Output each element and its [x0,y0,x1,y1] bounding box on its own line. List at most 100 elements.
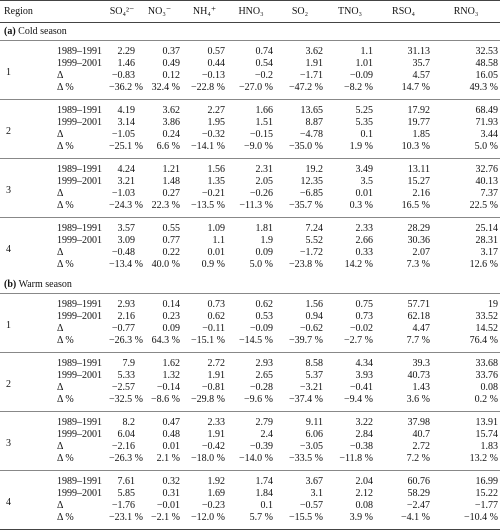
value-cell: 0.27 [162,188,181,199]
value-cell: 1.56 [182,158,228,176]
section-label: (a) [4,25,16,37]
period-cell: Δ % [57,394,74,405]
value-cell: 3.5 [360,176,374,187]
value-cell: 28.29 [375,217,433,235]
value-cell: −14.5 % [239,335,274,346]
column-header: HNO₃ [227,0,276,23]
period-cell: Δ [57,188,64,199]
value-cell: 2.72 [412,441,431,452]
data-row: 1999–2001 2.16 0.23 0.62 0.53 0.94 0.73 62.18 33… [0,311,500,323]
value-cell: −0.2 [254,70,274,81]
value-cell: 2.93 [117,299,136,310]
value-cell: 3.17 [480,247,499,258]
value-cell: −1.71 [299,70,324,81]
value-cell: 0.24 [162,129,181,140]
value-cell: −0.01 [156,500,181,511]
value-cell: −2.7 % [344,335,374,346]
value-cell: 7.9 [107,352,138,370]
value-cell: 0.44 [207,58,226,69]
value-cell: 0.73 [207,299,226,310]
value-cell: −0.83 [111,70,136,81]
value-cell: 68.49 [432,99,500,117]
value-cell: 28.31 [475,235,499,246]
data-row: Δ % −23.1 % −2.1 % −12.0 % 5.7 % −15.5 % 3.9 %… [0,512,500,530]
value-cell: −0.09 [349,70,374,81]
value-cell: −0.11 [202,323,226,334]
value-cell: −1.77 [474,500,499,511]
value-cell: 8.58 [275,352,326,370]
value-cell: 49.3 % [469,82,499,93]
value-cell: 37.98 [375,411,433,429]
value-cell: −3.21 [299,382,324,393]
value-cell: 4.24 [107,158,138,176]
value-cell: −26.3 % [109,453,143,464]
value-cell: 32.53 [475,46,499,57]
value-cell: −24.3 % [109,200,143,211]
value-cell: 0.01 [207,247,226,258]
value-cell: −0.26 [249,188,274,199]
value-cell: 32.4 % [151,82,181,93]
value-cell: 16.99 [432,470,500,488]
value-cell: 2.16 [117,311,136,322]
region-cell: 2 [0,352,55,412]
value-cell: −9.4 % [344,394,374,405]
value-cell: 12.6 % [469,259,499,270]
value-cell: 33.68 [432,352,500,370]
value-cell: 1.21 [137,158,183,176]
value-cell: 2.84 [355,429,374,440]
data-row: Δ −1.05 0.24 −0.32 −0.15 −4.78 0.1 1.85 3.44 [0,129,500,141]
period-cell: 1989–1991 [55,158,108,176]
value-cell: −25.1 % [109,141,143,152]
value-cell: 7.61 [107,470,138,488]
value-cell: 0.94 [305,311,324,322]
value-cell: 12.35 [300,176,324,187]
value-cell: −0.57 [299,500,324,511]
value-cell: −0.77 [111,323,136,334]
value-cell: 0.01 [355,188,374,199]
section-title: (a) Cold season [0,22,500,41]
value-cell: −22.8 % [191,82,226,93]
value-cell: 1.1 [212,235,226,246]
value-cell: −0.09 [249,323,274,334]
value-cell: −8.6 % [151,394,181,405]
value-cell: 40.0 % [151,259,181,270]
period-cell: 1999–2001 [57,176,102,187]
value-cell: −2.57 [111,382,136,393]
value-cell: 7.24 [275,217,326,235]
value-cell: 0.09 [162,323,181,334]
region-cell: 2 [0,99,55,159]
value-cell: 1.46 [117,58,136,69]
value-cell: 22.5 % [469,200,499,211]
period-cell: 1989–1991 [57,299,102,310]
value-cell: 15.27 [407,176,431,187]
value-cell: −0.21 [201,188,226,199]
data-row: 4 1989–1991 7.61 0.32 1.92 1.74 3.67 2.04 60.76 1… [0,470,500,530]
value-cell: 0.48 [162,429,181,440]
period-cell: Δ [57,500,64,511]
value-cell: 3.57 [107,217,138,235]
value-cell: −0.28 [249,382,274,393]
value-cell: 0.3 % [349,200,374,211]
data-row: Δ −0.48 0.22 0.01 0.09 −1.72 0.33 2.07 3.17 [0,247,500,259]
value-cell: −26.3 % [109,335,143,346]
region-cell: 4 [0,217,55,276]
period-cell: Δ [57,382,64,393]
value-cell: 35.7 [412,58,431,69]
value-cell: 7.7 % [406,335,431,346]
value-cell: 0.53 [255,311,274,322]
value-cell: 16.5 % [401,200,431,211]
value-cell: −0.38 [349,441,374,452]
value-cell: 1.74 [227,470,276,488]
period-cell: Δ % [57,453,74,464]
value-cell: 2.16 [412,188,431,199]
value-cell: −0.32 [201,129,226,140]
value-cell: −36.2 % [109,82,143,93]
value-cell: 5.0 % [249,259,274,270]
value-cell: 19.2 [275,158,326,176]
value-cell: 2.04 [325,470,376,488]
value-cell: 3.22 [325,411,376,429]
value-cell: 2.05 [255,176,274,187]
region-cell: 3 [0,411,55,471]
value-cell: −37.4 % [289,394,324,405]
data-row: 3 1989–1991 8.2 0.47 2.33 2.79 9.11 3.22 37.98 13… [0,411,500,471]
